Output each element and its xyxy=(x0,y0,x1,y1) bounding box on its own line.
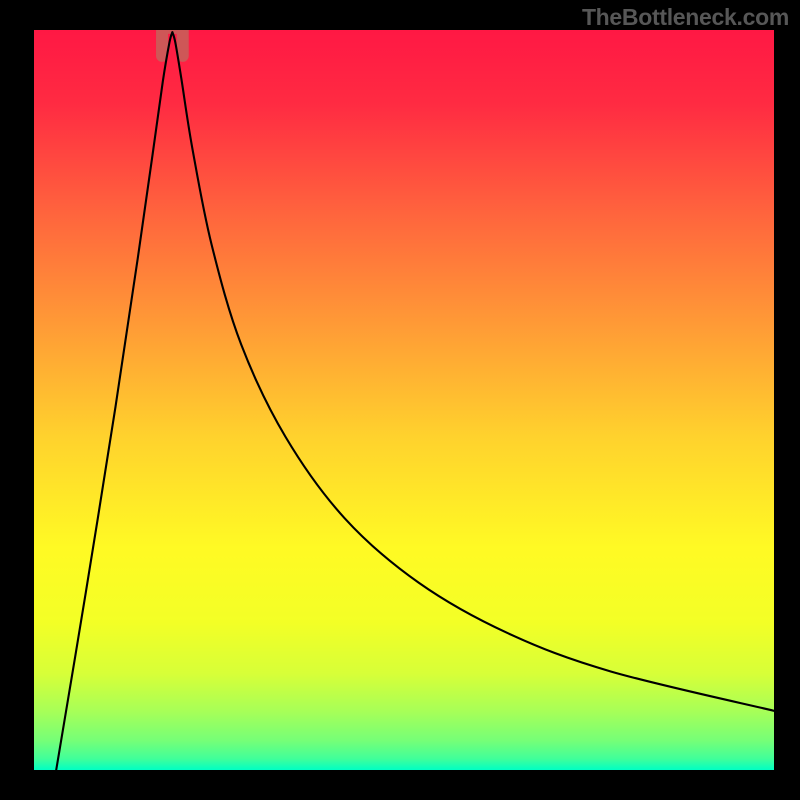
watermark-text: TheBottleneck.com xyxy=(582,4,789,31)
plot-area xyxy=(34,30,774,770)
gradient-background xyxy=(34,30,774,770)
plot-svg xyxy=(34,30,774,770)
chart-container: TheBottleneck.com xyxy=(0,0,800,800)
